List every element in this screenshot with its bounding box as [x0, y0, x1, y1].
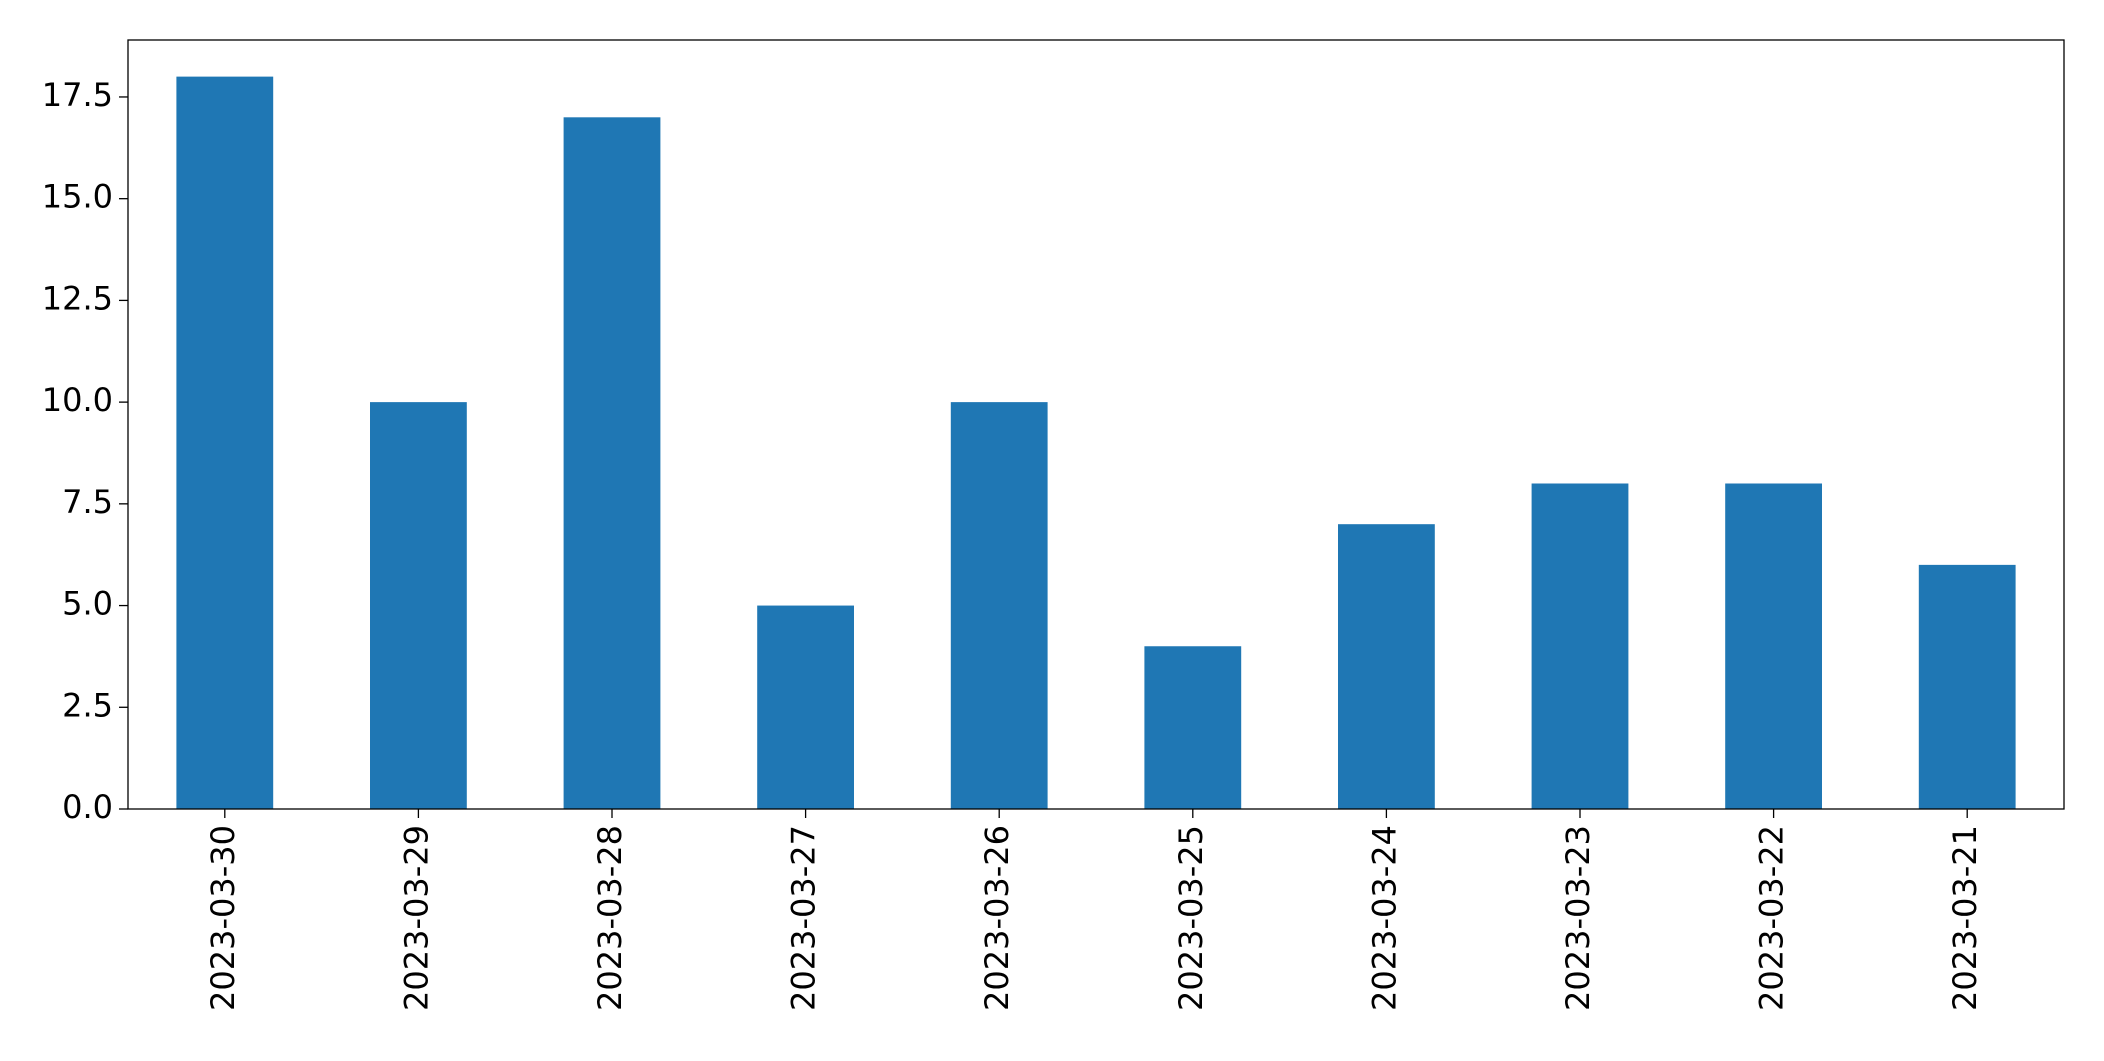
- bar: [1531, 483, 1629, 809]
- y-tick-label: 0.0: [62, 788, 113, 826]
- x-tick-label: 2023-03-30: [204, 825, 242, 1011]
- y-tick-label: 7.5: [62, 483, 113, 521]
- x-tick-label: 2023-03-21: [1946, 825, 1984, 1011]
- bar: [1144, 646, 1242, 809]
- y-tick-label: 17.5: [42, 76, 113, 114]
- bar: [370, 402, 467, 809]
- x-tick-label: 2023-03-24: [1365, 825, 1403, 1011]
- bar: [950, 402, 1048, 809]
- bar: [757, 605, 854, 809]
- bar: [176, 76, 274, 810]
- bar: [1725, 483, 1822, 809]
- x-tick-label: 2023-03-26: [978, 825, 1016, 1011]
- plot-frame: [127, 39, 2065, 810]
- y-tick-label: 12.5: [42, 279, 113, 317]
- x-tick-label: 2023-03-29: [397, 825, 435, 1011]
- bar: [1338, 524, 1435, 809]
- y-tick-label: 2.5: [62, 686, 113, 724]
- bar: [1918, 564, 2016, 809]
- x-tick-label: 2023-03-25: [1172, 825, 1210, 1011]
- x-tick-label: 2023-03-22: [1753, 825, 1791, 1011]
- y-tick-label: 10.0: [42, 381, 113, 419]
- x-tick-label: 2023-03-28: [591, 825, 629, 1011]
- x-tick-label: 2023-03-27: [785, 825, 823, 1011]
- x-tick-label: 2023-03-23: [1559, 825, 1597, 1011]
- bar: [563, 117, 661, 809]
- y-tick-label: 5.0: [62, 585, 113, 623]
- y-tick-label: 15.0: [42, 178, 113, 216]
